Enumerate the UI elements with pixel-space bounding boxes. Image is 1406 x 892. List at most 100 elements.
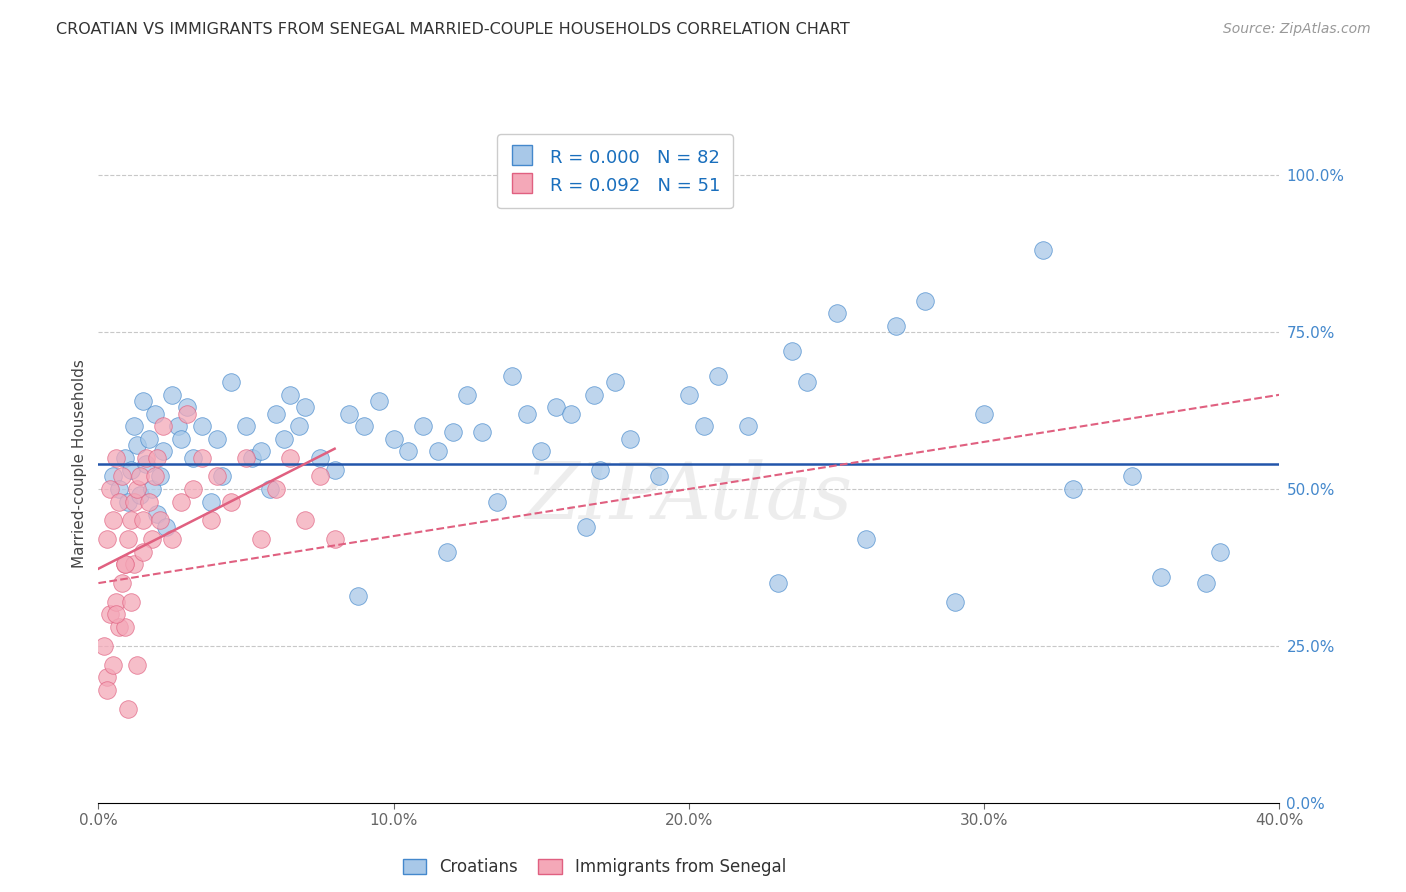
Point [138, 494, 160, 508]
Point [176, 401, 198, 415]
Point [105, 595, 128, 609]
Point [122, 558, 145, 572]
Point [294, 513, 316, 527]
Point [149, 513, 172, 527]
Point [221, 494, 243, 508]
Point [93, 639, 115, 653]
Point [382, 432, 405, 446]
Point [574, 519, 596, 533]
Point [471, 425, 494, 440]
Text: Source: ZipAtlas.com: Source: ZipAtlas.com [1223, 22, 1371, 37]
Point [250, 532, 273, 546]
Point [707, 368, 730, 383]
Point [117, 701, 139, 715]
Point [108, 482, 131, 496]
Point [167, 419, 190, 434]
Point [162, 388, 183, 402]
Point [1209, 545, 1232, 559]
Point [114, 620, 136, 634]
Point [114, 558, 136, 572]
Point [884, 318, 907, 333]
Point [396, 444, 419, 458]
Point [648, 469, 671, 483]
Point [436, 545, 458, 559]
Point [441, 425, 464, 440]
Point [211, 469, 233, 483]
Point [264, 482, 287, 496]
Point [427, 444, 450, 458]
Point [176, 407, 198, 421]
Point [309, 450, 332, 465]
Point [273, 432, 295, 446]
Point [181, 482, 204, 496]
Point [589, 463, 612, 477]
Point [323, 532, 346, 546]
Point [98, 482, 121, 496]
Point [111, 469, 134, 483]
Point [235, 419, 257, 434]
Point [1121, 469, 1143, 483]
Point [122, 494, 145, 508]
Point [152, 444, 174, 458]
Point [155, 519, 177, 533]
Point [108, 620, 131, 634]
Point [560, 407, 582, 421]
Point [103, 513, 125, 527]
Point [103, 469, 125, 483]
Point [347, 589, 370, 603]
Point [125, 482, 148, 496]
Point [181, 450, 204, 465]
Point [205, 469, 228, 483]
Point [105, 450, 128, 465]
Point [191, 450, 214, 465]
Point [235, 450, 257, 465]
Point [96, 670, 118, 684]
Point [240, 450, 263, 465]
Point [146, 507, 169, 521]
Point [103, 657, 125, 672]
Point [132, 513, 155, 527]
Text: ZIPAtlas: ZIPAtlas [526, 459, 852, 536]
Y-axis label: Married-couple Households: Married-couple Households [72, 359, 87, 568]
Point [122, 419, 145, 434]
Point [141, 532, 163, 546]
Point [546, 401, 568, 415]
Point [368, 394, 391, 409]
Point [250, 444, 273, 458]
Point [117, 532, 139, 546]
Point [98, 607, 121, 622]
Point [143, 469, 166, 483]
Point [149, 469, 172, 483]
Point [278, 388, 302, 402]
Point [105, 607, 128, 622]
Point [200, 513, 222, 527]
Point [108, 494, 131, 508]
Point [737, 419, 759, 434]
Point [128, 469, 150, 483]
Point [135, 450, 157, 465]
Point [1195, 576, 1218, 591]
Point [114, 558, 136, 572]
Point [486, 494, 509, 508]
Point [191, 419, 214, 434]
Point [143, 407, 166, 421]
Point [412, 419, 434, 434]
Point [111, 576, 134, 591]
Legend: Croatians, Immigrants from Senegal: Croatians, Immigrants from Senegal [396, 851, 793, 882]
Point [135, 457, 157, 471]
Point [264, 407, 287, 421]
Point [278, 450, 302, 465]
Point [162, 532, 183, 546]
Point [1062, 482, 1084, 496]
Point [501, 368, 523, 383]
Point [96, 532, 118, 546]
Point [221, 376, 243, 390]
Point [138, 432, 160, 446]
Point [205, 432, 228, 446]
Point [309, 469, 332, 483]
Point [796, 376, 818, 390]
Point [619, 432, 641, 446]
Point [132, 394, 155, 409]
Point [114, 450, 136, 465]
Point [1150, 570, 1173, 584]
